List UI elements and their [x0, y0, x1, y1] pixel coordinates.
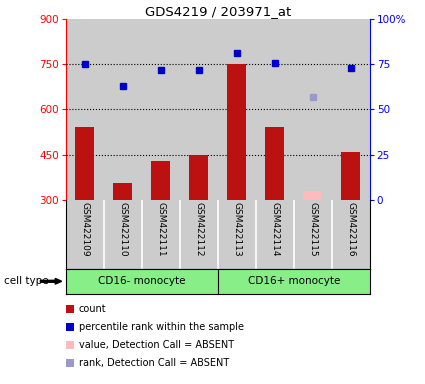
Text: rank, Detection Call = ABSENT: rank, Detection Call = ABSENT	[79, 358, 229, 368]
Text: count: count	[79, 304, 106, 314]
Bar	[227, 65, 246, 200]
Text: GSM422112: GSM422112	[194, 202, 203, 256]
Bar	[66, 19, 104, 200]
Bar	[265, 127, 284, 200]
Text: percentile rank within the sample: percentile rank within the sample	[79, 322, 244, 332]
Bar	[341, 152, 360, 200]
Bar	[332, 19, 370, 200]
Text: CD16- monocyte: CD16- monocyte	[98, 276, 186, 286]
Text: GSM422114: GSM422114	[270, 202, 279, 256]
Bar	[303, 191, 322, 200]
Text: GSM422111: GSM422111	[156, 202, 165, 257]
Bar	[256, 19, 294, 200]
Text: GSM422109: GSM422109	[80, 202, 89, 257]
Text: GSM422113: GSM422113	[232, 202, 241, 257]
Bar	[104, 19, 142, 200]
Bar	[180, 19, 218, 200]
Text: CD16+ monocyte: CD16+ monocyte	[248, 276, 340, 286]
Bar	[294, 19, 332, 200]
Text: GSM422110: GSM422110	[118, 202, 127, 257]
Text: cell type: cell type	[4, 276, 49, 286]
Bar	[189, 155, 208, 200]
Bar	[142, 19, 180, 200]
Bar	[151, 161, 170, 200]
Text: value, Detection Call = ABSENT: value, Detection Call = ABSENT	[79, 340, 234, 350]
Text: GSM422116: GSM422116	[346, 202, 355, 257]
Bar	[75, 127, 94, 200]
Text: GSM422115: GSM422115	[308, 202, 317, 257]
Bar	[218, 19, 256, 200]
Title: GDS4219 / 203971_at: GDS4219 / 203971_at	[144, 5, 291, 18]
Bar	[113, 183, 132, 200]
